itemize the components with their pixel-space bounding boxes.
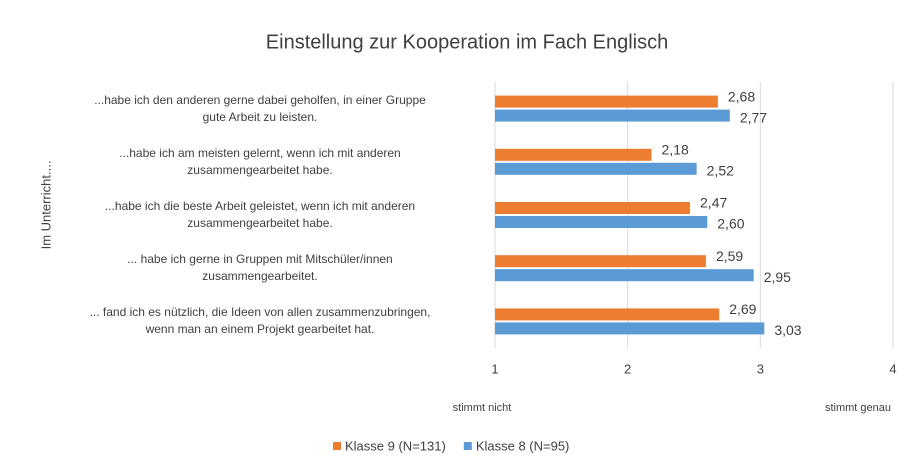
category-label: ...habe ich am meisten gelernt, wenn ich… xyxy=(119,145,401,177)
category-label: ...habe ich die beste Arbeit geleistet, … xyxy=(104,199,416,230)
value-label: 2,69 xyxy=(729,301,756,317)
x-tick-label: 1 xyxy=(491,361,498,376)
category-label: ... habe ich gerne in Gruppen mit Mitsch… xyxy=(127,252,393,284)
bar xyxy=(495,255,706,268)
x-tick-label: 4 xyxy=(889,361,896,376)
value-label: 2,47 xyxy=(700,195,727,211)
bar xyxy=(495,269,754,282)
scale-annotation: stimmt nicht xyxy=(453,402,512,414)
bar xyxy=(495,162,697,175)
x-tick-label: 2 xyxy=(624,361,631,376)
legend-label: Klasse 8 (N=95) xyxy=(476,438,570,453)
category-label: ... fand ich es nützlich, die Ideen von … xyxy=(89,305,431,337)
value-label: 2,18 xyxy=(662,142,689,158)
legend-label: Klasse 9 (N=131) xyxy=(345,438,446,453)
value-label: 2,95 xyxy=(764,269,791,285)
value-label: 3,03 xyxy=(774,322,801,338)
value-label: 2,52 xyxy=(707,163,734,179)
legend-swatch xyxy=(333,442,341,450)
bar xyxy=(495,202,691,214)
bar xyxy=(495,109,730,122)
value-label: 2,60 xyxy=(717,216,744,232)
x-tick-label: 3 xyxy=(757,361,764,376)
value-label: 2,68 xyxy=(728,88,755,104)
bar xyxy=(495,216,708,228)
value-label: 2,59 xyxy=(716,248,743,264)
legend-swatch xyxy=(463,442,472,450)
y-axis-label: Im Unterricht.... xyxy=(38,161,53,250)
bar xyxy=(495,148,652,161)
value-label: 2,77 xyxy=(740,109,767,125)
bar xyxy=(495,308,720,321)
bar xyxy=(495,95,718,108)
scale-annotation: stimmt genau xyxy=(825,402,891,414)
bar xyxy=(495,322,765,335)
category-label: ...habe ich den anderen gerne dabei geho… xyxy=(94,92,426,124)
chart-title: Einstellung zur Kooperation im Fach Engl… xyxy=(266,31,668,53)
